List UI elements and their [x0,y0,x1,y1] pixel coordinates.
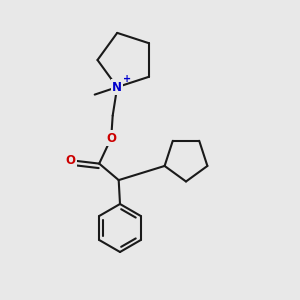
Text: O: O [66,154,76,167]
Text: +: + [123,74,131,84]
Text: O: O [106,132,116,145]
Text: N: N [112,81,122,94]
